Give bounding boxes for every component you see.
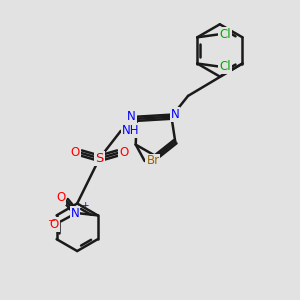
Text: Cl: Cl [219,28,231,41]
Text: +: + [81,201,88,210]
Text: S: S [95,152,104,165]
Text: N: N [70,206,79,220]
Text: Cl: Cl [219,60,231,73]
Text: NH: NH [122,124,139,136]
Text: O: O [119,146,128,159]
Text: −: − [48,216,57,226]
Text: O: O [70,146,80,159]
Text: O: O [50,218,59,231]
Text: O: O [56,191,65,204]
Text: Br: Br [146,154,160,167]
Text: N: N [171,108,179,121]
Text: N: N [127,110,136,123]
